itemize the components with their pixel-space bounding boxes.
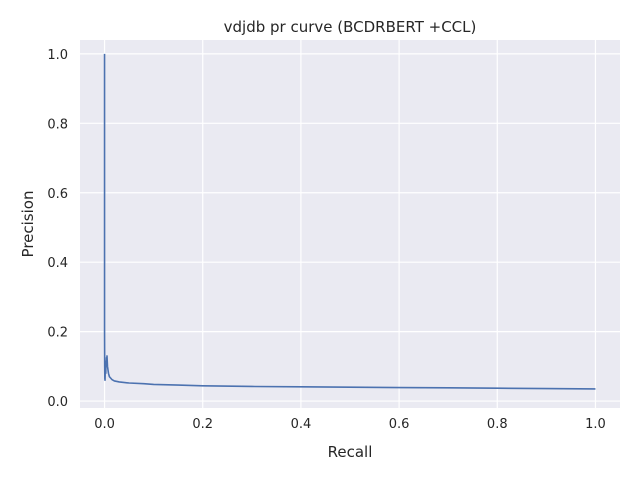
grid-lines xyxy=(80,40,620,408)
y-tick-labels: 0.0 0.2 0.4 0.6 0.8 1.0 xyxy=(47,48,68,410)
x-tick-label: 1.0 xyxy=(585,417,606,432)
precision-recall-line xyxy=(103,53,596,390)
x-tick-label: 0.4 xyxy=(291,417,312,432)
x-tick-label: 0.8 xyxy=(487,417,508,432)
x-tick-labels: 0.0 0.2 0.4 0.6 0.8 1.0 xyxy=(94,417,606,432)
y-tick-label: 0.8 xyxy=(47,117,68,132)
x-axis-label: Recall xyxy=(328,443,373,461)
y-tick-label: 0.0 xyxy=(47,395,68,410)
y-tick-label: 0.6 xyxy=(47,187,68,202)
plot-area xyxy=(80,40,620,408)
y-axis-label: Precision xyxy=(19,191,37,258)
y-tick-label: 0.2 xyxy=(47,326,68,341)
chart-title: vdjdb pr curve (BCDRBERT +CCL) xyxy=(224,18,477,36)
y-tick-label: 1.0 xyxy=(47,48,68,63)
x-tick-label: 0.2 xyxy=(192,417,213,432)
x-tick-label: 0.6 xyxy=(389,417,410,432)
y-tick-label: 0.4 xyxy=(47,256,68,271)
x-tick-label: 0.0 xyxy=(94,417,115,432)
